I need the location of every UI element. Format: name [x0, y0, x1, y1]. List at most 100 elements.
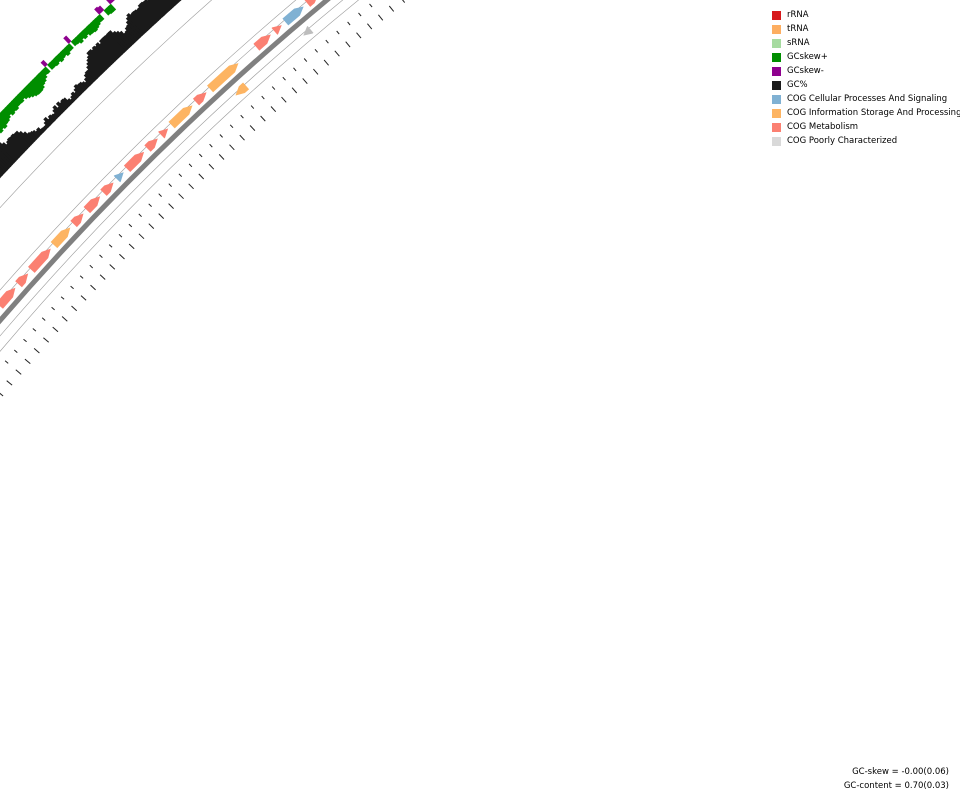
gc-content-bar [47, 114, 56, 123]
legend: rRNA tRNA sRNA GCskew+ GCskew- GC% COG C… [772, 8, 960, 148]
gc-content-bar [84, 70, 97, 83]
gc-content-bar [86, 57, 104, 76]
legend-swatch [772, 24, 781, 34]
inner-tick [239, 134, 245, 141]
inner-tick [240, 114, 244, 119]
gc-skew-positive-bar [96, 14, 105, 22]
inner-tick [15, 369, 22, 375]
inner-tick [388, 5, 395, 12]
gc-content-bar [84, 80, 91, 88]
inner-tick [270, 106, 277, 113]
inner-tick [334, 50, 340, 57]
gc-content-bar [0, 172, 3, 178]
gc-content-bar [0, 142, 19, 162]
gc-skew-positive-bar [6, 102, 17, 113]
gc-content-bar [137, 3, 158, 25]
legend-item-cog-poorly: COG Poorly Characterized [772, 134, 960, 148]
gc-content-bar [70, 91, 79, 100]
forward-gene [15, 273, 29, 288]
gc-content-bar [35, 129, 43, 137]
gc-skew-positive-bar [8, 100, 20, 111]
gc-content-bar [55, 101, 67, 112]
forward-gene [144, 138, 158, 152]
gc-content-bar [41, 125, 48, 132]
inner-tick [218, 154, 225, 160]
gc-content-bar [0, 145, 17, 164]
inner-tick [13, 349, 18, 353]
gc-skew-positive-bar [11, 98, 21, 108]
inner-tick [378, 14, 384, 21]
gc-content-bar [0, 159, 10, 171]
gc-content-bar [43, 116, 53, 126]
gc-content-bar [125, 20, 143, 38]
inner-tick [0, 392, 4, 397]
gc-skew-positive-bar [29, 79, 44, 93]
gc-skew-positive-bar [79, 30, 89, 40]
gc-skew-positive-bar [32, 77, 45, 90]
gc-skew-positive-bar [0, 111, 11, 123]
inner-tick [119, 253, 125, 260]
gc-skew-positive-bar [94, 16, 103, 24]
gc-content-bar [6, 137, 25, 155]
gc-content-bar [98, 38, 120, 60]
inner-tick [71, 305, 78, 312]
legend-item-gcskew-minus: GCskew- [772, 64, 960, 78]
gc-content-bar [60, 98, 70, 109]
legend-label: GC% [787, 80, 808, 90]
gc-content-bar [5, 139, 24, 157]
legend-item-cog-metabolism: COG Metabolism [772, 120, 960, 134]
gc-skew-positive-bar [0, 127, 4, 134]
gc-content-bar [125, 16, 145, 37]
gc-content-bar [73, 87, 83, 97]
inner-tick [188, 163, 193, 168]
inner-tick [401, 0, 406, 3]
gc-content-bar [159, 0, 172, 11]
gc-skew-positive-bar [92, 18, 101, 27]
legend-swatch [772, 66, 781, 76]
gc-skew-positive-bar [62, 47, 71, 57]
gc-content-bar [146, 0, 165, 18]
inner-tick [219, 134, 223, 138]
gc-content-bar [115, 30, 132, 48]
gc-content-bar [56, 105, 65, 114]
legend-label: GCskew- [787, 66, 824, 76]
inner-tick-ruler [0, 0, 406, 397]
gc-skew-positive-bar [72, 36, 81, 45]
gc-content-bar [59, 101, 69, 111]
legend-swatch [772, 136, 781, 146]
inner-tick [158, 193, 162, 197]
gc-content-bar [10, 133, 29, 151]
gc-content-bar [152, 0, 169, 15]
gc-content-bar [166, 0, 176, 8]
gc-content-bar [52, 108, 62, 118]
inner-tick [198, 173, 205, 180]
gc-content-bar [78, 81, 88, 91]
gc-content-bar [12, 132, 31, 150]
inner-tick [41, 317, 46, 321]
gc-skew-negative-bar [40, 59, 48, 68]
legend-swatch [772, 122, 781, 132]
gc-content-bar [86, 50, 107, 72]
inner-tick [358, 12, 362, 17]
legend-swatch [772, 38, 781, 48]
legend-item-srna: sRNA [772, 36, 960, 50]
inner-tick [6, 380, 13, 386]
inner-tick [293, 67, 297, 72]
inner-tick [302, 78, 308, 85]
gc-content-bar [62, 97, 72, 107]
gc-content-bar [112, 30, 131, 50]
gc-content-bar [143, 0, 163, 20]
gc-skew-positive-bar [15, 94, 25, 104]
gc-content-bar [137, 6, 156, 26]
inner-tick [261, 95, 265, 100]
gc-skew-positive-bar [47, 62, 55, 70]
gc-content-bar [118, 30, 134, 47]
inner-tick [336, 30, 340, 35]
inner-tick [367, 23, 373, 30]
inner-tick [70, 285, 74, 290]
forward-gene [100, 182, 114, 196]
gc-content-bar [106, 31, 127, 54]
legend-item-trna: tRNA [772, 22, 960, 36]
legend-label: COG Cellular Processes And Signaling [787, 94, 948, 104]
